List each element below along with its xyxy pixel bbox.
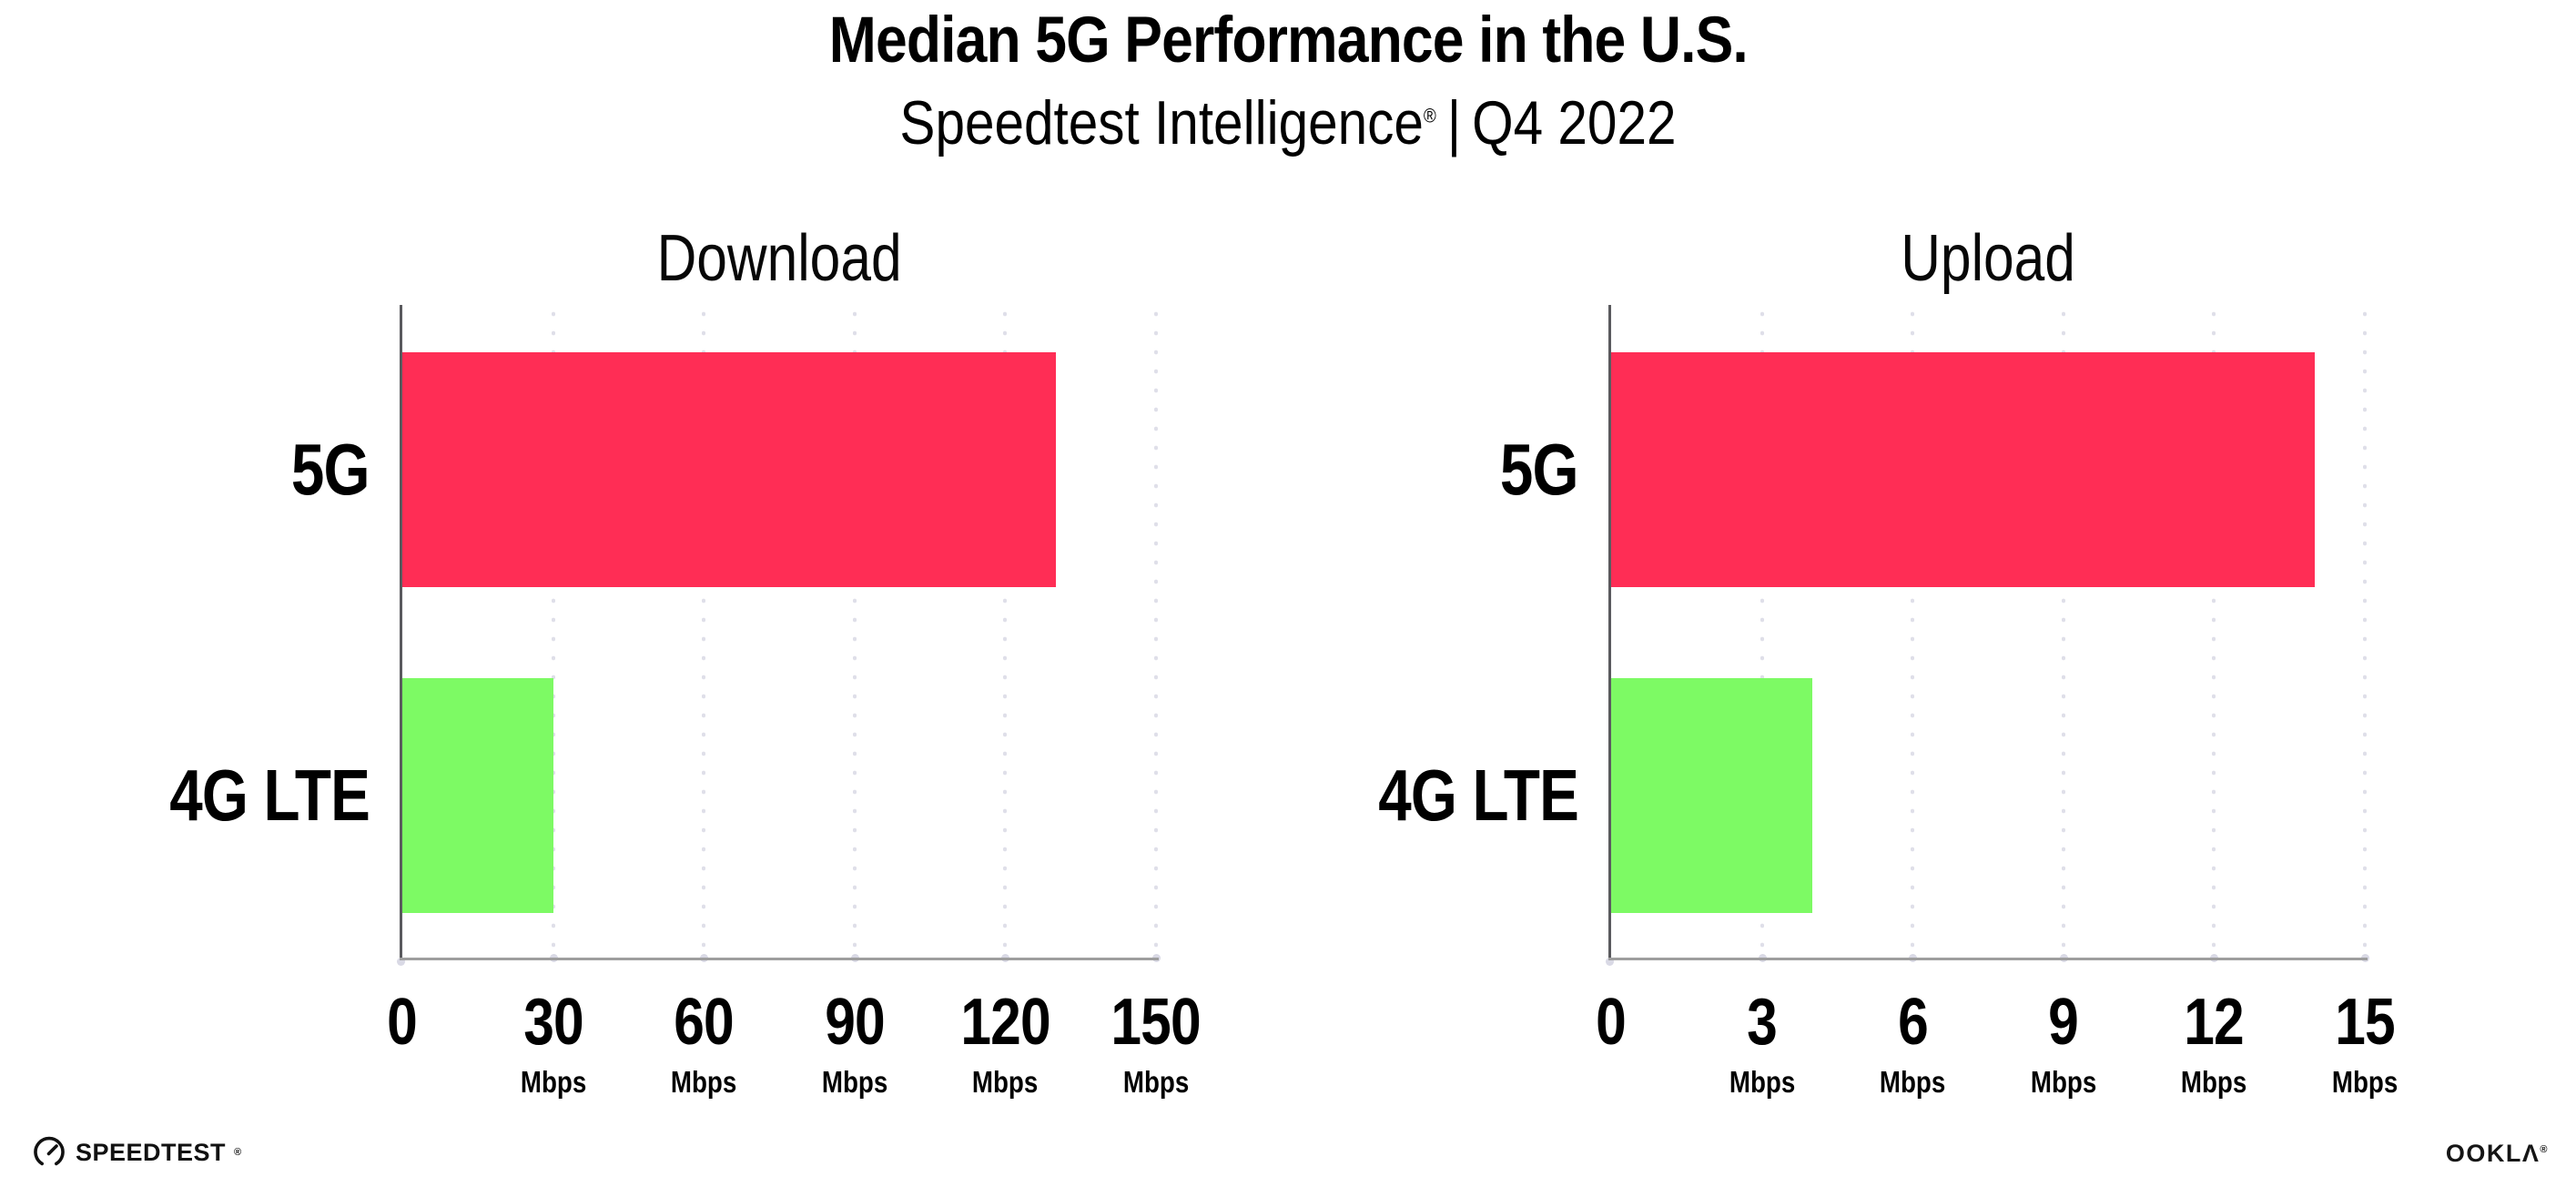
upload-chart-panel: Upload 5G 4G LTE 0 3 Mbps 6 Mbps 9 Mbps 12 Mbps 1… [1378,222,2398,1097]
axis-tick-unit: Mbps [1122,1065,1190,1099]
gridline [2361,305,2369,962]
axis-tick: 0 [320,989,484,1055]
axis-tick: 30 Mbps [472,989,635,1097]
axis-tick: 150 Mbps [1074,989,1238,1097]
subtitle-divider: | [1446,88,1462,157]
axis-tick-unit: Mbps [520,1065,586,1099]
axis-tick-label: 90 [824,986,885,1059]
download-category-label-4g-lte: 4G LTE [169,755,370,836]
speedtest-logo: SPEEDTEST ® [31,1134,241,1171]
axis-tick: 0 [1529,989,1693,1055]
axis-tick: 90 Mbps [773,989,937,1097]
axis-tick-unit: Mbps [670,1065,737,1099]
axis-tick-label: 12 [2184,986,2245,1059]
download-y-axis-line [397,305,405,966]
upload-panel-title: Upload [1901,222,2075,295]
axis-tick: 3 Mbps [1680,989,1844,1097]
axis-tick-unit: Mbps [1879,1065,1946,1099]
axis-tick-unit: Mbps [2181,1065,2247,1099]
axis-tick-label: 120 [960,986,1050,1059]
axis-tick-unit: Mbps [2030,1065,2096,1099]
axis-tick-label: 9 [2048,986,2079,1059]
download-x-axis-line [400,958,1159,960]
subtitle-product: Speedtest Intelligence [899,88,1424,157]
axis-tick-unit: Mbps [2331,1065,2399,1099]
axis-tick-label: 150 [1111,986,1202,1059]
axis-tick-unit: Mbps [1729,1065,1795,1099]
axis-tick-label: 30 [522,986,583,1059]
gridline [1152,305,1161,962]
subtitle-period: Q4 2022 [1472,88,1677,157]
axis-tick-label: 3 [1747,986,1778,1059]
upload-y-axis-line [1606,305,1614,966]
upload-category-label-5g: 5G [1500,429,1579,510]
axis-tick-label: 15 [2335,986,2395,1059]
ookla-logo: OOKLΛ® [2446,1140,2549,1168]
axis-tick: 60 Mbps [622,989,786,1097]
axis-tick-label: 6 [1897,986,1929,1059]
speedtest-gauge-icon [34,1136,65,1166]
download-bar-5g [402,352,1056,587]
upload-bar-5g [1611,352,2315,587]
upload-x-axis-line [1608,958,2368,960]
download-category-label-5g: 5G [291,429,370,510]
speedtest-wordmark: SPEEDTEST [76,1138,227,1166]
axis-tick: 15 Mbps [2283,989,2447,1097]
chart-title-text: Median 5G Performance in the U.S. [828,5,1748,76]
axis-tick: 6 Mbps [1831,989,1994,1097]
axis-tick: 9 Mbps [1982,989,2145,1097]
download-chart-panel: Download 5G 4G LTE 0 30 Mbps 60 Mbps 90 Mbps 12… [169,222,1202,1097]
chart-title: Median 5G Performance in the U.S. [0,4,2576,77]
axis-tick: 120 Mbps [923,989,1087,1097]
ookla-wordmark: OOKLΛ [2445,1140,2541,1167]
chart-subtitle: Speedtest Intelligence® | Q4 2022 [0,87,2576,158]
upload-bar-4g-lte [1611,678,1812,913]
axis-tick-label: 60 [674,986,734,1059]
ookla-registered-mark: ® [2540,1144,2549,1155]
axis-tick: 12 Mbps [2132,989,2296,1097]
download-bar-4g-lte [402,678,553,913]
axis-tick-unit: Mbps [821,1065,887,1099]
axis-tick-unit: Mbps [972,1065,1039,1099]
axis-tick-label: 0 [1596,986,1628,1059]
upload-category-label-4g-lte: 4G LTE [1378,755,1579,836]
registered-trademark-mark: ® [1423,104,1436,127]
axis-tick-label: 0 [387,986,419,1059]
download-panel-title: Download [656,222,902,295]
